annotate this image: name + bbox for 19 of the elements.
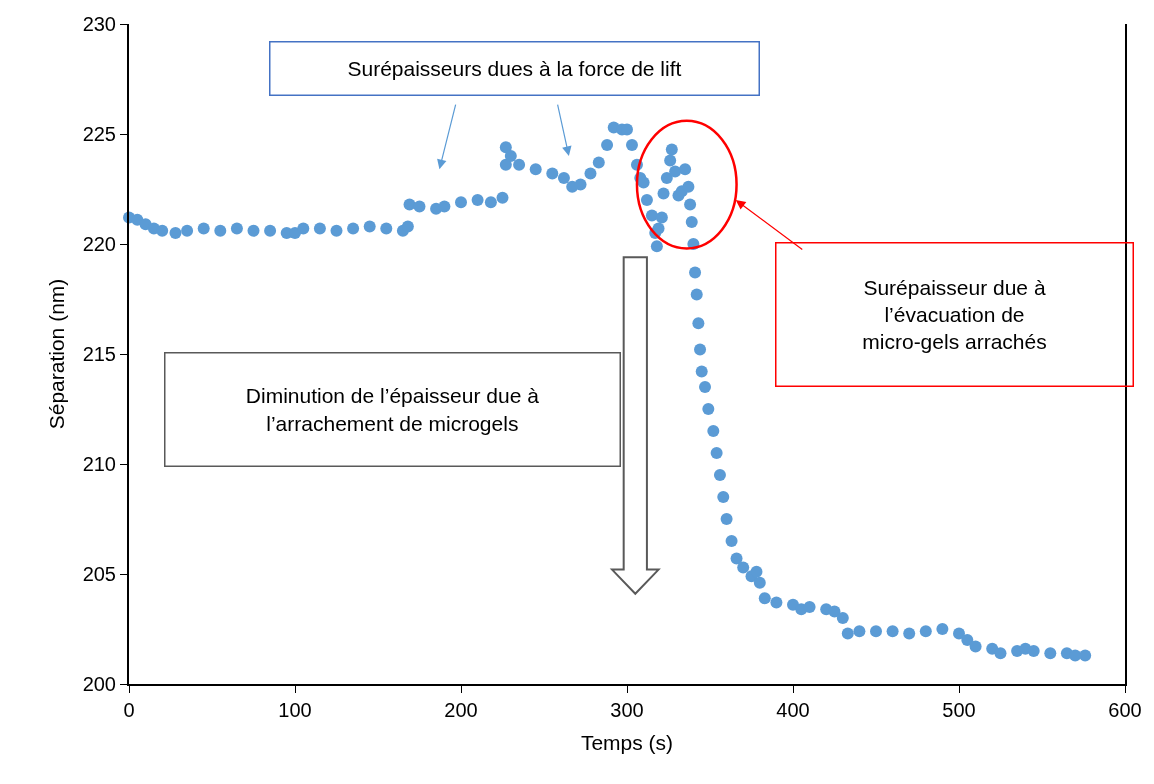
- x-tick-label: 400: [776, 699, 810, 721]
- y-tick-label: 220: [82, 233, 116, 255]
- x-tick-label: 200: [444, 699, 478, 721]
- x-tick-label: 0: [123, 699, 135, 721]
- x-tick-label: 100: [278, 699, 312, 721]
- y-tick-label: 210: [82, 453, 116, 475]
- y-tick-label: 230: [82, 13, 116, 35]
- x-tick-label: 300: [610, 699, 644, 721]
- y-tick-label: 225: [82, 123, 116, 145]
- annotation: Surépaisseurs dues à la force de lift: [347, 57, 682, 80]
- y-tick-label: 205: [82, 563, 116, 585]
- x-tick-label: 600: [1108, 699, 1142, 721]
- x-tick-label: 500: [942, 699, 976, 721]
- y-axis-title: Séparation (nm): [45, 278, 69, 430]
- y-tick-label: 200: [82, 673, 116, 695]
- annotation: Surépaisseur due à l’évacuation de micro-gels arrachés: [862, 275, 1047, 354]
- x-axis-title: Temps (s): [580, 730, 674, 754]
- annotation: Diminution de l’épaisseur due à l’arrachement de microgels: [245, 384, 540, 435]
- y-tick-label: 215: [82, 343, 116, 365]
